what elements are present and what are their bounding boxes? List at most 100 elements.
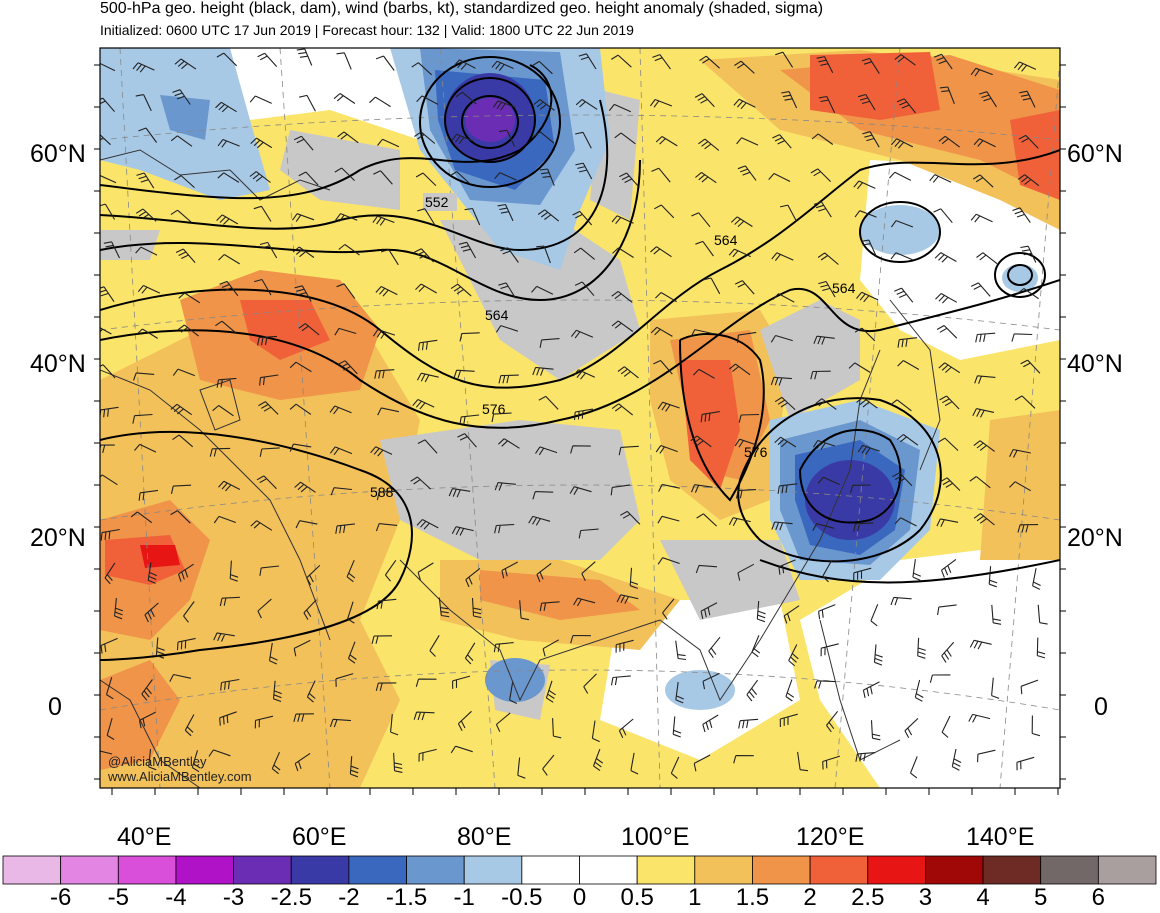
- wind-barb: [347, 641, 357, 664]
- wind-barb: [897, 337, 918, 348]
- wind-barb: [492, 100, 515, 111]
- wind-barb: [655, 136, 678, 147]
- wind-barb: [708, 636, 721, 659]
- wind-barb: [937, 604, 957, 616]
- wind-barb: [691, 212, 711, 228]
- wind-barb: [653, 360, 673, 375]
- wind-barb: [293, 639, 311, 657]
- shading-redorange-east: [1010, 110, 1060, 200]
- wind-barb: [528, 515, 551, 526]
- wind-barb: [329, 405, 352, 415]
- wind-barb: [610, 675, 631, 686]
- wind-barb: [853, 180, 876, 190]
- wind-barb: [380, 249, 399, 266]
- wind-barb: [172, 368, 195, 377]
- wind-barb: [100, 174, 117, 184]
- wind-barb: [215, 320, 237, 334]
- wind-barb: [655, 444, 678, 454]
- wind-barb: [1031, 715, 1041, 737]
- wind-barb: [536, 245, 551, 264]
- wind-barb: [298, 323, 320, 336]
- colorbar-label: -5: [107, 884, 129, 911]
- wind-barb: [552, 718, 562, 739]
- wind-barb: [695, 240, 714, 257]
- wind-barb: [219, 596, 240, 607]
- wind-barb: [700, 411, 720, 423]
- wind-barb: [259, 374, 279, 386]
- wind-barb: [130, 511, 153, 524]
- wind-barb: [896, 98, 916, 114]
- wind-barb: [728, 363, 751, 376]
- wind-barb: [306, 565, 321, 586]
- colorbar-label: -2: [338, 884, 360, 911]
- wind-barb: [894, 517, 917, 527]
- lat-label-right: 60°N: [1067, 140, 1123, 168]
- wind-barb: [209, 447, 231, 457]
- wind-barb: [974, 375, 996, 384]
- wind-barb: [509, 682, 518, 704]
- wind-barb: [818, 604, 836, 620]
- wind-barb: [135, 246, 158, 256]
- wind-barb: [771, 252, 794, 261]
- wind-barb: [457, 710, 472, 731]
- contour-low-pacific-2: [1007, 264, 1033, 286]
- colorbar-label: 4: [976, 884, 990, 911]
- wind-barb: [258, 401, 279, 415]
- wind-barb: [390, 714, 399, 736]
- wind-barb: [654, 204, 675, 219]
- wind-barb: [822, 560, 833, 583]
- wind-barb: [337, 131, 359, 144]
- wind-barb: [464, 642, 476, 665]
- wind-barb: [136, 328, 158, 339]
- colorbar-swatch: [752, 855, 811, 885]
- wind-barb: [934, 252, 957, 263]
- wind-barb: [583, 673, 597, 694]
- shading-grey-russia: [280, 130, 400, 210]
- wind-barb: [690, 435, 712, 448]
- wind-barb: [936, 518, 959, 528]
- wind-barb: [147, 562, 157, 584]
- wind-barb: [657, 557, 680, 565]
- wind-barb: [372, 328, 396, 339]
- wind-barb: [939, 395, 960, 410]
- wind-barb: [1020, 679, 1039, 695]
- wind-barb: [136, 172, 155, 189]
- wind-barb: [533, 131, 555, 144]
- wind-barb: [417, 339, 438, 351]
- wind-barb: [337, 360, 358, 375]
- wind-barb: [289, 403, 312, 415]
- wind-barb: [736, 331, 757, 344]
- wind-barb: [294, 752, 311, 772]
- wind-barb: [449, 171, 471, 185]
- contour-label-bg: [423, 193, 457, 211]
- wind-barb: [172, 434, 194, 448]
- wind-barb: [751, 635, 761, 658]
- wind-barb: [417, 562, 434, 581]
- wind-barb: [662, 598, 675, 620]
- wind-barb: [369, 96, 391, 108]
- wind-barb: [100, 134, 111, 146]
- wind-barb: [857, 93, 876, 111]
- wind-barb: [213, 632, 235, 642]
- wind-barb: [257, 335, 278, 346]
- wind-barb: [412, 399, 435, 410]
- wind-barb: [293, 713, 314, 722]
- wind-barb: [336, 283, 356, 299]
- wind-barb: [471, 597, 482, 619]
- coastline-scandinavia: [100, 149, 331, 201]
- wind-barb: [619, 172, 639, 187]
- wind-barb: [498, 374, 519, 384]
- colorbar-label: 5: [1034, 884, 1048, 911]
- wind-barb: [531, 285, 554, 295]
- wind-barb: [500, 247, 519, 263]
- shading-grey-manchuria: [760, 300, 860, 420]
- wind-barb: [693, 754, 711, 772]
- wind-barb: [991, 604, 1002, 625]
- wind-barb: [615, 639, 634, 653]
- wind-barb: [817, 476, 840, 486]
- wind-barb: [217, 172, 240, 183]
- lon-label: 140°E: [966, 823, 1035, 851]
- wind-barb: [100, 364, 116, 379]
- wind-barb: [777, 483, 798, 494]
